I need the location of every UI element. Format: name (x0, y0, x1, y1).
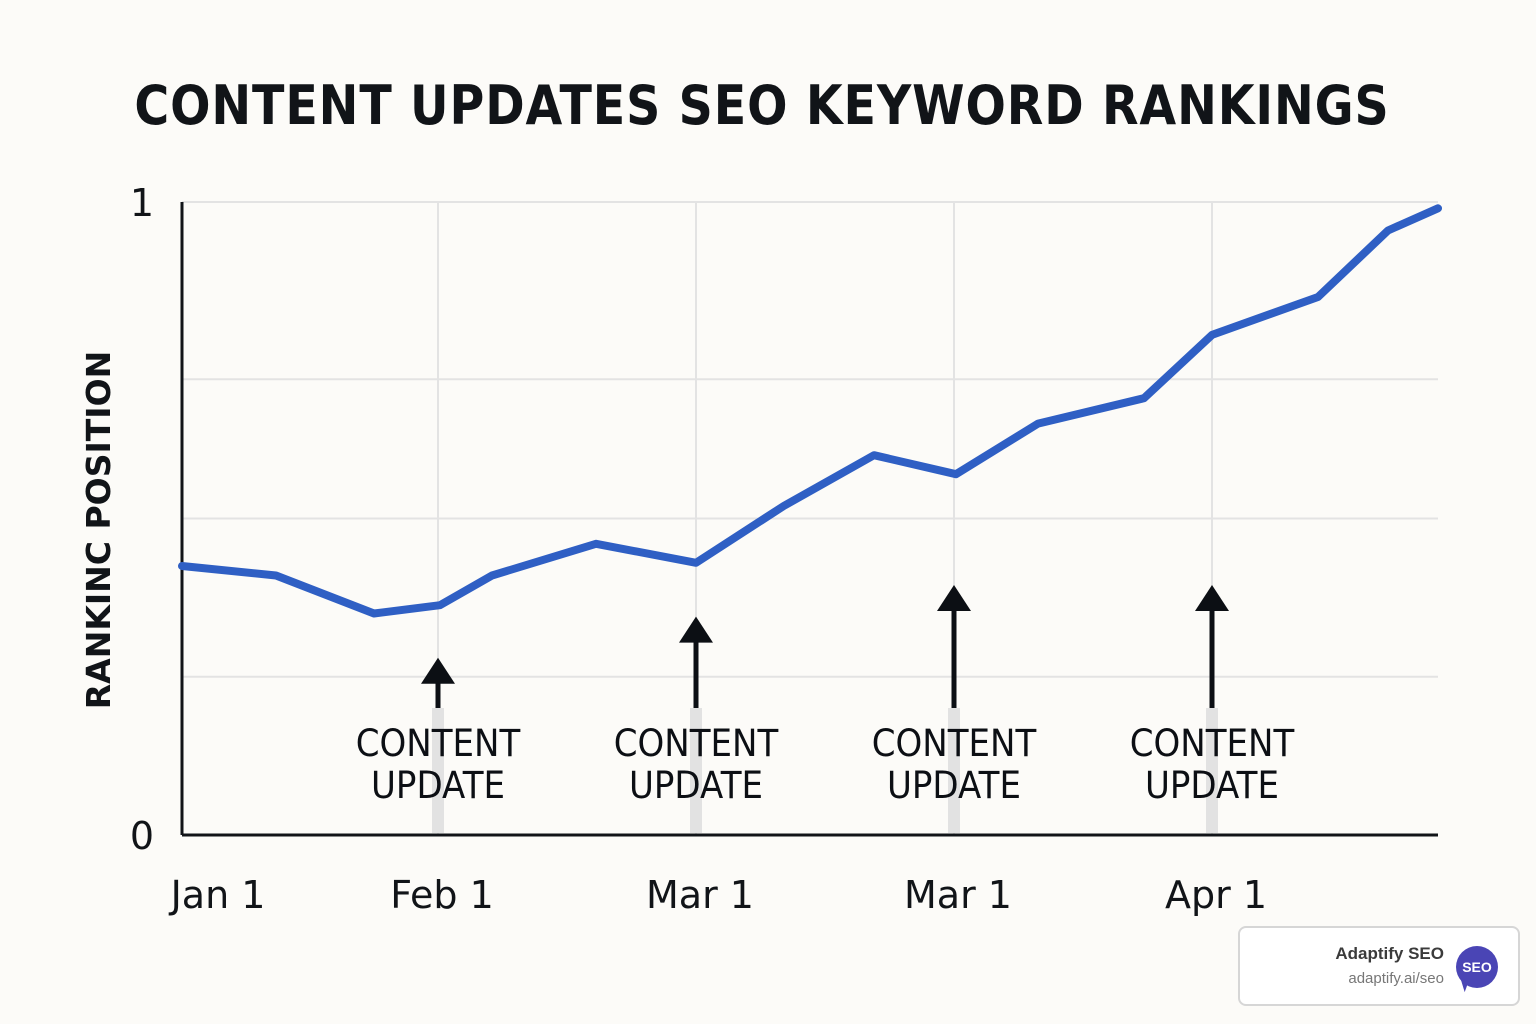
annotation-arrow-icon (937, 584, 971, 611)
annotation-arrow-icon (679, 616, 713, 643)
adaptify-watermark: Adaptify SEO adaptify.ai/seo SEO (1238, 926, 1520, 1006)
annotation-label-line: CONTENT (356, 723, 521, 766)
annotation-label-line: UPDATE (887, 765, 1021, 808)
x-tick-label: Mar 1 (646, 873, 754, 917)
x-tick-label: Jan 1 (169, 873, 266, 917)
annotation-stem (948, 708, 960, 833)
annotation-arrow-icon (1195, 584, 1229, 611)
annotation-label-line: CONTENT (1130, 723, 1295, 766)
x-tick-label: Feb 1 (390, 873, 494, 917)
ranking-series (178, 204, 1442, 618)
y-tick-label-bottom: 0 (130, 814, 154, 858)
annotation-stem (432, 708, 444, 833)
annotation-arrow-icon (421, 657, 455, 684)
x-tick-label: Mar 1 (904, 873, 1012, 917)
axes (180, 202, 1438, 837)
watermark-url: adaptify.ai/seo (1348, 970, 1444, 987)
watermark-name: Adaptify SEO (1335, 944, 1444, 963)
annotation-label-line: CONTENT (614, 723, 779, 766)
annotation-label-line: CONTENT (872, 723, 1037, 766)
y-axis-label: RANKINC POSITION (79, 351, 118, 710)
chart-title: CONTENT UPDATES SEO KEYWORD RANKINGS (134, 74, 1390, 137)
axis-labels: Jan 1 Feb 1 Mar 1 Mar 1 Apr 1 0 1 RANKINC POSIT… (79, 181, 1267, 917)
y-tick-label-top: 1 (130, 181, 154, 225)
annotation-stem (690, 708, 702, 833)
content-update-annotations: CONTENTUPDATECONTENTUPDATECONTENTUPDATEC… (356, 584, 1295, 833)
seo-logo-icon: SEO (1456, 946, 1498, 988)
x-tick-label: Apr 1 (1165, 873, 1267, 917)
annotation-stem (1206, 708, 1218, 833)
annotation-label-line: UPDATE (1145, 765, 1279, 808)
annotation-label-line: UPDATE (371, 765, 505, 808)
annotation-label-line: UPDATE (629, 765, 763, 808)
ranking-series-line (178, 204, 1442, 618)
